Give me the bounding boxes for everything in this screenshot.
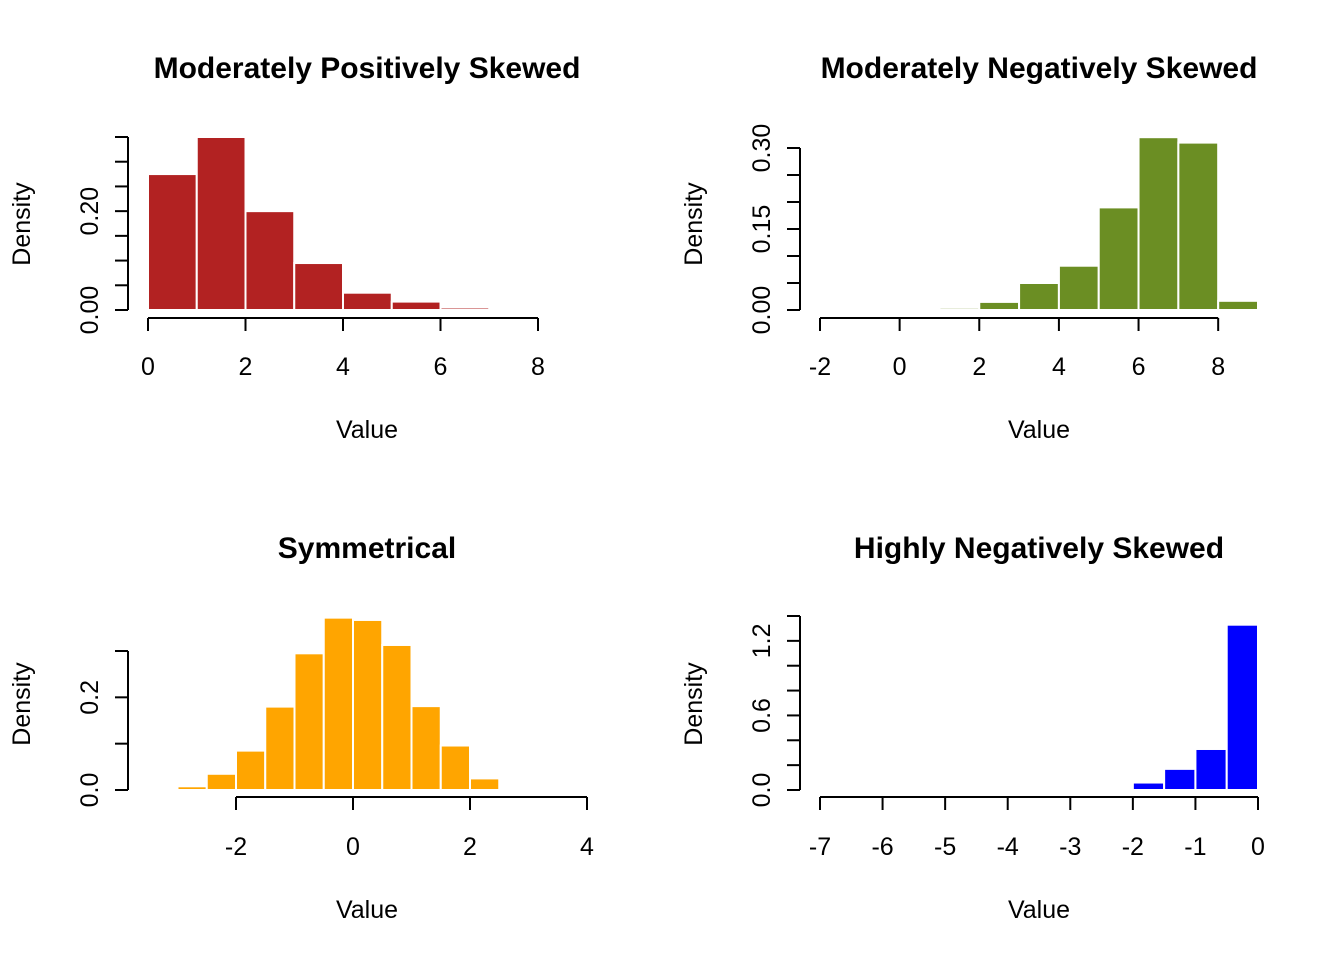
y-axis-label: Density (8, 662, 36, 746)
histogram-bar (352, 618, 384, 791)
histogram-bar (978, 300, 1021, 311)
y-tick-label: 0.30 (748, 124, 776, 173)
x-tick-label: 4 (1052, 353, 1066, 381)
histogram-bar (244, 210, 296, 311)
histogram-bar (381, 643, 413, 792)
x-tick-label: -1 (1184, 833, 1206, 861)
chart-title: Moderately Negatively Skewed (821, 52, 1258, 85)
histogram-bar (264, 705, 296, 791)
x-tick-label: -6 (871, 833, 893, 861)
histogram-bar (410, 705, 442, 791)
x-tick-label: 4 (336, 353, 350, 381)
histogram-bar (439, 306, 491, 311)
x-tick-label: 2 (463, 833, 477, 861)
x-tick-label: -2 (225, 833, 247, 861)
histogram-bar (235, 749, 267, 791)
histogram-bar (1137, 136, 1180, 311)
histogram-bar (322, 616, 354, 792)
x-tick-label: 6 (1132, 353, 1146, 381)
x-tick-label: 8 (1211, 353, 1225, 381)
histogram-bar (293, 262, 344, 311)
x-axis-label: Value (336, 896, 398, 924)
histogram-panel-1: Moderately Positively Skewed 0 2 4 6 8 0.00 0.2… (8, 52, 580, 444)
histogram-bar (293, 652, 325, 791)
x-tick-label: 0 (893, 353, 907, 381)
x-tick-label: -2 (809, 353, 831, 381)
histogram-panel-3: Symmetrical -2 0 2 4 0.0 0.2 Value Density (8, 532, 594, 924)
histogram-bar (195, 136, 247, 311)
x-tick-label: -2 (1122, 833, 1144, 861)
x-tick-label: -7 (809, 833, 831, 861)
histogram-bar (469, 777, 501, 792)
histogram-bar (1217, 299, 1259, 312)
y-tick-label: 1.2 (748, 623, 776, 658)
y-tick-label: 0.00 (76, 286, 104, 335)
x-tick-label: 8 (531, 353, 545, 381)
histogram-bar (1100, 787, 1134, 791)
y-axis-label: Density (680, 662, 708, 746)
y-tick-label: 0.2 (76, 680, 104, 715)
x-tick-label: 0 (141, 353, 155, 381)
x-tick-label: 2 (239, 353, 253, 381)
histogram-bar (205, 772, 237, 791)
histogram-bar (1177, 141, 1220, 311)
histogram-bar (1225, 623, 1259, 792)
histogram-panel-4: Highly Negatively Skewed -7 -6 -5 -4 -3 -2 -1 0 0… (680, 532, 1265, 924)
y-tick-label: 0.6 (748, 698, 776, 733)
histogram-bar (147, 173, 198, 311)
x-axis-label: Value (1008, 896, 1070, 924)
y-tick-label: 0.00 (748, 286, 776, 335)
y-axis-label: Density (680, 182, 708, 266)
x-axis-label: Value (1008, 416, 1070, 444)
y-tick-label: 0.0 (748, 773, 776, 808)
histogram-bar (1097, 206, 1140, 311)
histogram-bar (1163, 767, 1197, 791)
y-tick-label: 0.15 (748, 205, 776, 254)
x-tick-label: 6 (434, 353, 448, 381)
histogram-bar (342, 291, 393, 312)
chart-title: Symmetrical (278, 532, 456, 565)
x-tick-label: 0 (1251, 833, 1265, 861)
x-tick-label: 2 (972, 353, 986, 381)
histogram-bar (938, 306, 981, 311)
histogram-bar (1069, 788, 1103, 791)
x-tick-label: -4 (997, 833, 1019, 861)
x-tick-label: -5 (934, 833, 956, 861)
histogram-bar (390, 300, 442, 311)
x-tick-label: 4 (580, 833, 594, 861)
histogram-bar (1194, 747, 1228, 792)
chart-title: Moderately Positively Skewed (154, 52, 581, 85)
histogram-bar (1131, 781, 1166, 791)
histogram-bar (439, 744, 471, 792)
y-tick-label: 0.20 (76, 187, 104, 236)
histogram-panel-2: Moderately Negatively Skewed -2 0 2 4 6 8 0.00 0… (680, 52, 1259, 444)
y-tick-label: 0.0 (76, 773, 104, 808)
x-tick-label: -3 (1059, 833, 1081, 861)
histogram-bar (1057, 264, 1100, 311)
y-axis-label: Density (8, 182, 36, 266)
histogram-bar (1018, 282, 1060, 311)
x-axis-label: Value (336, 416, 398, 444)
x-tick-label: 0 (346, 833, 360, 861)
histogram-bar (176, 785, 208, 792)
chart-title: Highly Negatively Skewed (854, 532, 1224, 565)
